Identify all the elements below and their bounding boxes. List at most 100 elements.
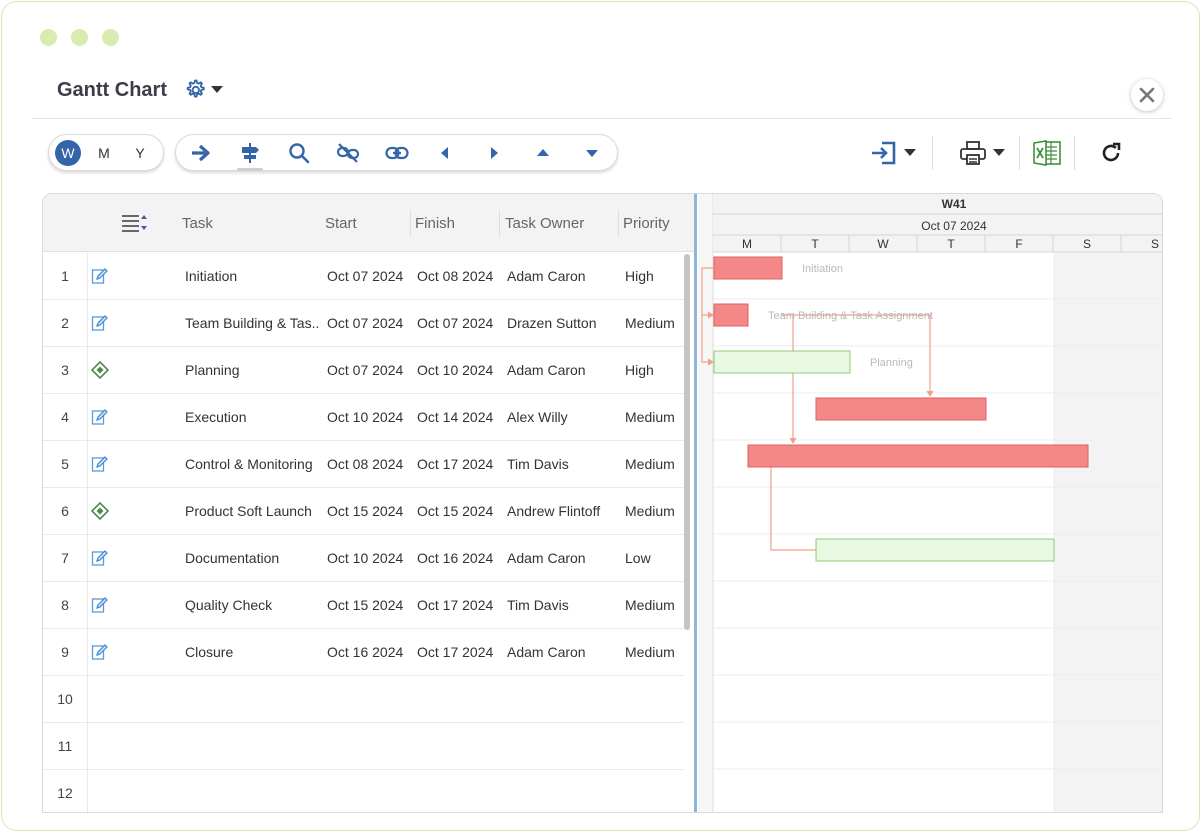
caret-left-icon: [441, 146, 449, 159]
caret-right-icon: [491, 146, 499, 159]
import-button[interactable]: [870, 140, 916, 166]
task-name-cell: Control & Monitoring: [185, 456, 313, 472]
move-up-button[interactable]: [528, 138, 558, 168]
column-header-task-owner[interactable]: Task Owner: [505, 214, 585, 232]
caret-down-icon: [211, 86, 223, 93]
view-mode-switch: W M Y: [48, 134, 164, 171]
row-number-divider: [87, 535, 88, 581]
column-header-priority[interactable]: Priority: [623, 214, 670, 232]
window-dot-1: [40, 29, 57, 46]
table-row[interactable]: 6 Product Soft Launch Oct 15 2024 Oct 15 20…: [43, 488, 684, 535]
edit-task-icon[interactable]: [91, 535, 121, 581]
refresh-button[interactable]: [1099, 141, 1123, 165]
gantt-grid: Task Start Finish Task Owner Priority 1 I…: [42, 193, 1163, 813]
column-header-task[interactable]: Task: [182, 214, 213, 232]
start-date-cell: Oct 07 2024: [327, 268, 404, 284]
finish-date-cell: Oct 17 2024: [417, 456, 494, 472]
task-bar: [713, 256, 783, 280]
dependency-link: [770, 455, 913, 551]
finish-date-cell: Oct 16 2024: [417, 550, 494, 566]
table-row[interactable]: 5 Control & Monitoring Oct 08 2024 Oct 17 2…: [43, 441, 684, 488]
task-owner-cell: Tim Davis: [507, 456, 569, 472]
edit-task-icon[interactable]: [91, 300, 121, 346]
table-row[interactable]: 3 Planning Oct 07 2024 Oct 10 2024 Adam Caro…: [43, 347, 684, 394]
table-header: Task Start Finish Task Owner Priority: [43, 194, 694, 252]
excel-icon: [1033, 139, 1061, 166]
start-date-cell: Oct 15 2024: [327, 503, 404, 519]
column-divider[interactable]: [618, 210, 619, 237]
column-chooser-button[interactable]: [121, 194, 147, 252]
caret-down-icon: [586, 149, 598, 157]
column-divider[interactable]: [410, 210, 411, 237]
window-dot-2: [71, 29, 88, 46]
toolbar-separator: [932, 135, 933, 170]
dependency-link: [701, 267, 713, 316]
day-label-0: M: [742, 237, 752, 251]
row-number-divider: [87, 347, 88, 393]
edit-task-icon[interactable]: [91, 629, 121, 675]
timeline-header: [713, 194, 1162, 252]
task-bar-label: Planning: [870, 357, 913, 369]
export-excel-button[interactable]: [1032, 139, 1062, 167]
close-button[interactable]: [1131, 79, 1163, 111]
table-row[interactable]: 10: [43, 676, 684, 723]
row-number: 5: [61, 456, 69, 472]
task-name-cell: Planning: [185, 362, 240, 378]
view-year-button[interactable]: Y: [135, 144, 145, 161]
table-row[interactable]: 2 Team Building & Tas... Oct 07 2024 Oct 07…: [43, 300, 684, 347]
table-row[interactable]: 12: [43, 770, 684, 812]
column-header-finish[interactable]: Finish: [415, 214, 456, 232]
refresh-icon: [1102, 142, 1121, 161]
priority-cell: High: [625, 362, 654, 378]
row-number-divider: [87, 676, 88, 722]
table-row[interactable]: 8 Quality Check Oct 15 2024 Oct 17 2024 Tim …: [43, 582, 684, 629]
view-month-button[interactable]: M: [98, 144, 110, 161]
unlink-button[interactable]: [333, 138, 363, 168]
finish-date-cell: Oct 08 2024: [417, 268, 494, 284]
priority-cell: Medium: [625, 456, 675, 472]
edit-task-icon[interactable]: [91, 441, 121, 487]
move-left-button[interactable]: [430, 138, 460, 168]
table-row[interactable]: 7 Documentation Oct 10 2024 Oct 16 2024 Adam…: [43, 535, 684, 582]
milestone-icon[interactable]: [91, 488, 121, 534]
table-row[interactable]: 11: [43, 723, 684, 770]
link-button[interactable]: [382, 138, 412, 168]
start-date-cell: Oct 07 2024: [327, 315, 404, 331]
milestone-button[interactable]: [235, 138, 265, 171]
move-down-button[interactable]: [577, 138, 607, 168]
finish-date-cell: Oct 10 2024: [417, 362, 494, 378]
grid-splitter[interactable]: [694, 194, 697, 812]
table-row[interactable]: 4 Execution Oct 10 2024 Oct 14 2024 Alex Wil…: [43, 394, 684, 441]
page-title: Gantt Chart: [57, 78, 167, 101]
move-right-button[interactable]: [479, 138, 509, 168]
edit-task-icon[interactable]: [91, 582, 121, 628]
milestone-icon[interactable]: [91, 347, 121, 393]
dependency-arrow: [926, 391, 934, 397]
dependency-arrow: [708, 358, 714, 366]
column-divider[interactable]: [499, 210, 500, 237]
task-owner-cell: Alex Willy: [507, 409, 568, 425]
unlink-icon: [336, 142, 359, 163]
row-number: 3: [61, 362, 69, 378]
task-name-cell: Execution: [185, 409, 247, 425]
settings-menu-button[interactable]: [183, 78, 223, 102]
task-bar: [747, 444, 1089, 468]
search-button[interactable]: [284, 138, 314, 168]
table-row[interactable]: 1 Initiation Oct 07 2024 Oct 08 2024 Adam Ca…: [43, 253, 684, 300]
edit-task-icon[interactable]: [91, 394, 121, 440]
row-number: 6: [61, 503, 69, 519]
print-button[interactable]: [959, 140, 1005, 166]
priority-cell: High: [625, 268, 654, 284]
table-scrollbar[interactable]: [684, 254, 690, 630]
task-owner-cell: Adam Caron: [507, 644, 586, 660]
arrow-right-icon: [192, 144, 210, 161]
priority-cell: Medium: [625, 644, 675, 660]
title-row: Gantt Chart: [57, 78, 223, 102]
indent-button[interactable]: [186, 138, 216, 168]
column-header-start[interactable]: Start: [325, 214, 357, 232]
view-week-button[interactable]: W: [55, 139, 81, 166]
table-row[interactable]: 9 Closure Oct 16 2024 Oct 17 2024 Adam Caron…: [43, 629, 684, 676]
edit-task-icon[interactable]: [91, 253, 121, 299]
task-name-cell: Documentation: [185, 550, 280, 566]
task-owner-cell: Adam Caron: [507, 550, 586, 566]
